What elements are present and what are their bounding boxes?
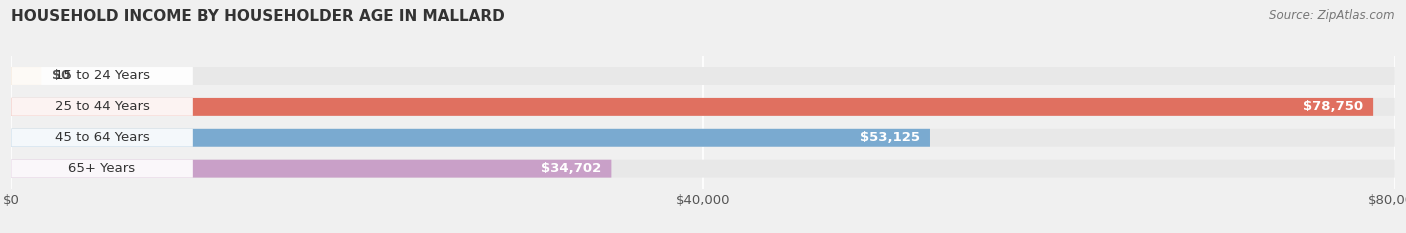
Text: HOUSEHOLD INCOME BY HOUSEHOLDER AGE IN MALLARD: HOUSEHOLD INCOME BY HOUSEHOLDER AGE IN M… bbox=[11, 9, 505, 24]
FancyBboxPatch shape bbox=[11, 160, 1395, 178]
FancyBboxPatch shape bbox=[11, 67, 41, 85]
Text: $0: $0 bbox=[52, 69, 70, 82]
FancyBboxPatch shape bbox=[11, 129, 193, 147]
FancyBboxPatch shape bbox=[11, 129, 929, 147]
Text: Source: ZipAtlas.com: Source: ZipAtlas.com bbox=[1270, 9, 1395, 22]
FancyBboxPatch shape bbox=[11, 160, 612, 178]
Text: 45 to 64 Years: 45 to 64 Years bbox=[55, 131, 149, 144]
FancyBboxPatch shape bbox=[11, 160, 193, 178]
FancyBboxPatch shape bbox=[11, 129, 1395, 147]
Text: 25 to 44 Years: 25 to 44 Years bbox=[55, 100, 149, 113]
FancyBboxPatch shape bbox=[11, 98, 1374, 116]
FancyBboxPatch shape bbox=[11, 67, 193, 85]
FancyBboxPatch shape bbox=[11, 67, 1395, 85]
Text: 15 to 24 Years: 15 to 24 Years bbox=[55, 69, 149, 82]
Text: $78,750: $78,750 bbox=[1302, 100, 1362, 113]
FancyBboxPatch shape bbox=[11, 98, 193, 116]
Text: 65+ Years: 65+ Years bbox=[69, 162, 135, 175]
Text: $34,702: $34,702 bbox=[541, 162, 600, 175]
FancyBboxPatch shape bbox=[11, 98, 1395, 116]
Text: $53,125: $53,125 bbox=[859, 131, 920, 144]
